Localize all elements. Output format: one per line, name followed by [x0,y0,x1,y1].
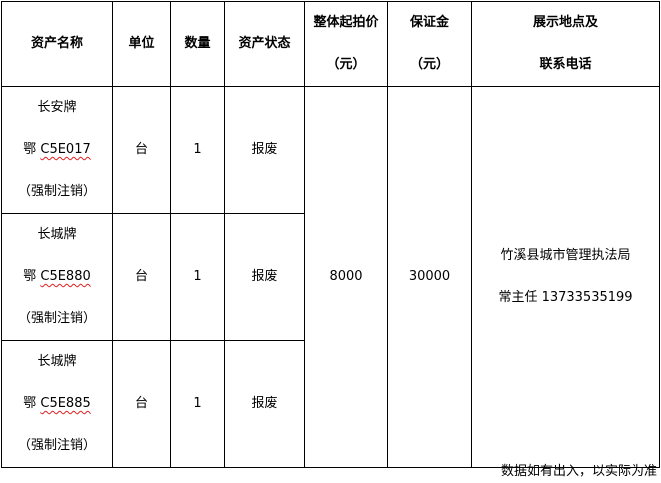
asset-note: （强制注销） [17,311,96,326]
unit-cell: 台 [112,213,171,341]
unit-cell: 台 [112,86,171,214]
asset-plate-line: 鄂 C5E885 [2,383,112,425]
header-deposit: 保证金 （元） [387,1,472,87]
contact-text: 常主任 13733535199 [498,290,633,305]
unit-cell: 台 [112,340,171,468]
location-text: 竹溪县城市管理执法局 [500,248,631,263]
header-deposit-line1: 保证金 [409,15,449,30]
asset-brand: 长安牌 [37,100,77,115]
asset-table: 资产名称 单位 数量 资产状态 整体起拍价 （元） 保证金 （元） 展示地点及联系电… [1,1,660,468]
asset-plate-line: 鄂 C5E017 [2,129,112,171]
header-status: 资产状态 [224,1,305,87]
price-cell: 8000 [304,86,388,468]
asset-brand: 长城牌 [37,227,77,242]
header-price-line1: 整体起拍价 [313,15,379,30]
plate-number: C5E017 [40,142,91,157]
status-cell: 报废 [224,86,305,214]
header-price: 整体起拍价 （元） [304,1,388,87]
asset-brand: 长城牌 [37,354,77,369]
header-qty: 数量 [170,1,225,87]
plate-prefix: 鄂 [23,396,41,411]
asset-note: （强制注销） [17,184,96,199]
table-row: 长城牌鄂 C5E880 （强制注销） 台 1 报废 [1,213,660,341]
location-cell: 竹溪县城市管理执法局 常主任 13733535199 [471,86,660,468]
header-location-line2: 联系电话 [539,57,592,72]
qty-cell: 1 [170,340,225,468]
asset-name-cell: 长城牌鄂 C5E885 （强制注销） [1,340,113,468]
status-cell: 报废 [224,213,305,341]
asset-name-cell: 长安牌鄂 C5E017 （强制注销） [1,86,113,214]
plate-prefix: 鄂 [23,142,41,157]
header-deposit-line2: （元） [409,57,449,72]
header-price-line2: （元） [326,57,366,72]
asset-plate-line: 鄂 C5E880 [2,256,112,298]
qty-cell: 1 [170,213,225,341]
plate-number: C5E885 [40,396,91,411]
asset-name-cell: 长城牌鄂 C5E880 （强制注销） [1,213,113,341]
header-location-line1: 展示地点及 [532,15,598,30]
status-cell: 报废 [224,340,305,468]
footnote: 数据如有出入，以实际为准 [500,464,657,479]
header-name: 资产名称 [1,1,113,87]
plate-number: C5E880 [40,269,91,284]
header-row: 资产名称 单位 数量 资产状态 整体起拍价 （元） 保证金 （元） 展示地点及联系电… [1,1,660,87]
asset-note: （强制注销） [17,438,96,453]
header-unit: 单位 [112,1,171,87]
table-row: 长城牌鄂 C5E885 （强制注销） 台 1 报废 [1,340,660,468]
plate-prefix: 鄂 [23,269,41,284]
deposit-cell: 30000 [387,86,472,468]
table-row: 长安牌鄂 C5E017 （强制注销） 台 1 报废 8000 30000 竹溪县城… [1,86,660,468]
header-location: 展示地点及 联系电话 [471,1,660,87]
qty-cell: 1 [170,86,225,214]
